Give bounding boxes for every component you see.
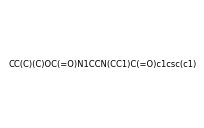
Text: CC(C)(C)OC(=O)N1CCN(CC1)C(=O)c1csc(c1): CC(C)(C)OC(=O)N1CCN(CC1)C(=O)c1csc(c1) (8, 60, 196, 68)
